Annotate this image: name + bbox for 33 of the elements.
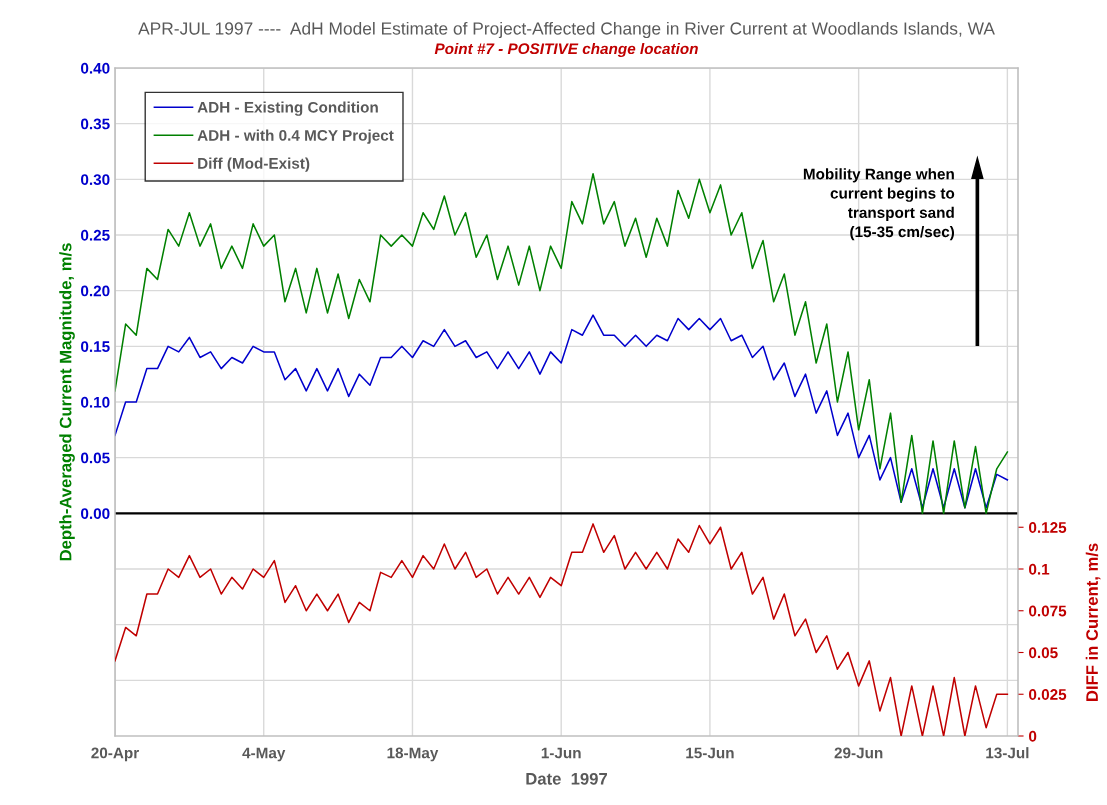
y2-tick-label: 0: [1029, 730, 1037, 742]
chart-title: APR-JUL 1997 ---- AdH Model Estimate of Project-Affected Change in River Current at Woodlands Islands, WA: [138, 21, 995, 39]
legend-label: ADH - Existing Condition: [197, 101, 378, 116]
line-series: [115, 314, 1009, 509]
y-tick-label: 0.40: [81, 62, 110, 74]
annotation: Mobility Range when current begins to transport sand (15-35 cm/sec): [803, 168, 955, 241]
y2-tick-label: 0.1: [1029, 563, 1050, 575]
y2-axis-title: DIFF in Current, m/s: [1085, 543, 1101, 701]
y-axis-title: Depth-Averaged Current Magnitude, m/s: [59, 243, 75, 561]
y-tick-label: 0.15: [81, 341, 110, 353]
x-tick-label: 18-May: [387, 747, 439, 762]
y-tick-label: 0.20: [81, 285, 110, 297]
y-tick-label: 0.25: [81, 229, 110, 241]
y2-tick-label: 0.025: [1029, 689, 1067, 700]
line-series: [115, 523, 1009, 736]
x-tick-label: 1-Jun: [541, 747, 581, 759]
x-tick-label: 4-May: [242, 747, 286, 762]
y2-tick-label: 0.075: [1029, 605, 1067, 617]
y-tick-label: 0.30: [81, 174, 110, 186]
x-axis-title: Date 1997: [526, 772, 607, 785]
x-tick-label: 15-Jun: [686, 747, 734, 759]
y2-tick-label: 0.05: [1029, 647, 1058, 659]
y-tick-label: 0.10: [81, 396, 110, 408]
x-tick-label: 13-Jul: [986, 747, 1029, 759]
y2-tick-label: 0.125: [1029, 522, 1067, 533]
legend-label: ADH - with 0.4 MCY Project: [197, 129, 394, 144]
y-tick-label: 0.05: [81, 452, 110, 464]
x-tick-label: 20-Apr: [91, 747, 139, 762]
y-tick-label: 0.35: [81, 118, 110, 130]
chart-subtitle: Point #7 - POSITIVE change location: [434, 42, 698, 58]
y-tick-label: 0.00: [81, 508, 110, 520]
x-tick-label: 29-Jun: [834, 747, 883, 759]
legend-label: Diff (Mod-Exist): [198, 157, 310, 172]
